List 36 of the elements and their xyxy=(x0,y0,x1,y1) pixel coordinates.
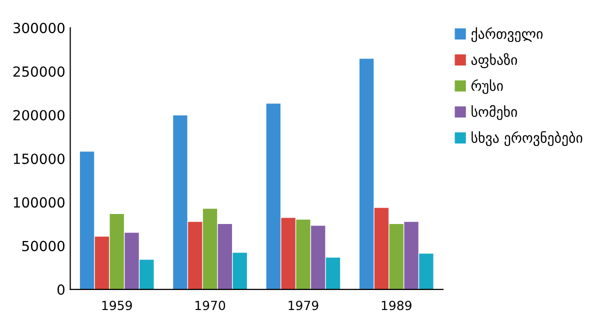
bar xyxy=(173,115,188,290)
bar xyxy=(124,232,139,290)
bar xyxy=(374,208,389,290)
bar xyxy=(266,104,280,290)
bar xyxy=(296,220,310,290)
bar xyxy=(202,208,218,290)
legend-label: ქართველი xyxy=(471,27,543,42)
y-tick-label: 300000 xyxy=(13,22,64,34)
x-tick-label: 1959 xyxy=(102,300,132,310)
bar xyxy=(218,224,232,290)
bar xyxy=(80,152,94,290)
bar xyxy=(232,252,247,290)
y-tick-label: 250000 xyxy=(13,66,64,77)
y-tick-label: 200000 xyxy=(13,110,64,120)
y-tick-label: 100000 xyxy=(14,197,64,208)
bar xyxy=(188,222,202,290)
legend-label: აფხაზი xyxy=(471,53,518,68)
legend-label: სომეხი xyxy=(472,105,518,120)
bar xyxy=(140,260,154,290)
legend-label: სხვა ეროვნებები xyxy=(472,131,582,146)
x-tick-label: 1979 xyxy=(288,300,318,310)
legend-label: რუსი xyxy=(471,79,503,94)
bar xyxy=(389,224,404,290)
x-tick-label: 1970 xyxy=(196,300,226,310)
bar xyxy=(404,222,418,290)
y-tick-label: 0 xyxy=(57,284,64,295)
bar xyxy=(281,218,296,290)
bar xyxy=(94,236,110,290)
bar xyxy=(110,214,124,290)
x-tick-label: 1989 xyxy=(382,300,412,310)
y-tick-label: 150000 xyxy=(14,154,64,164)
bar xyxy=(419,254,434,290)
bar xyxy=(359,58,374,290)
bar xyxy=(311,226,326,290)
y-tick-label: 50000 xyxy=(22,240,64,252)
bar xyxy=(326,258,340,290)
